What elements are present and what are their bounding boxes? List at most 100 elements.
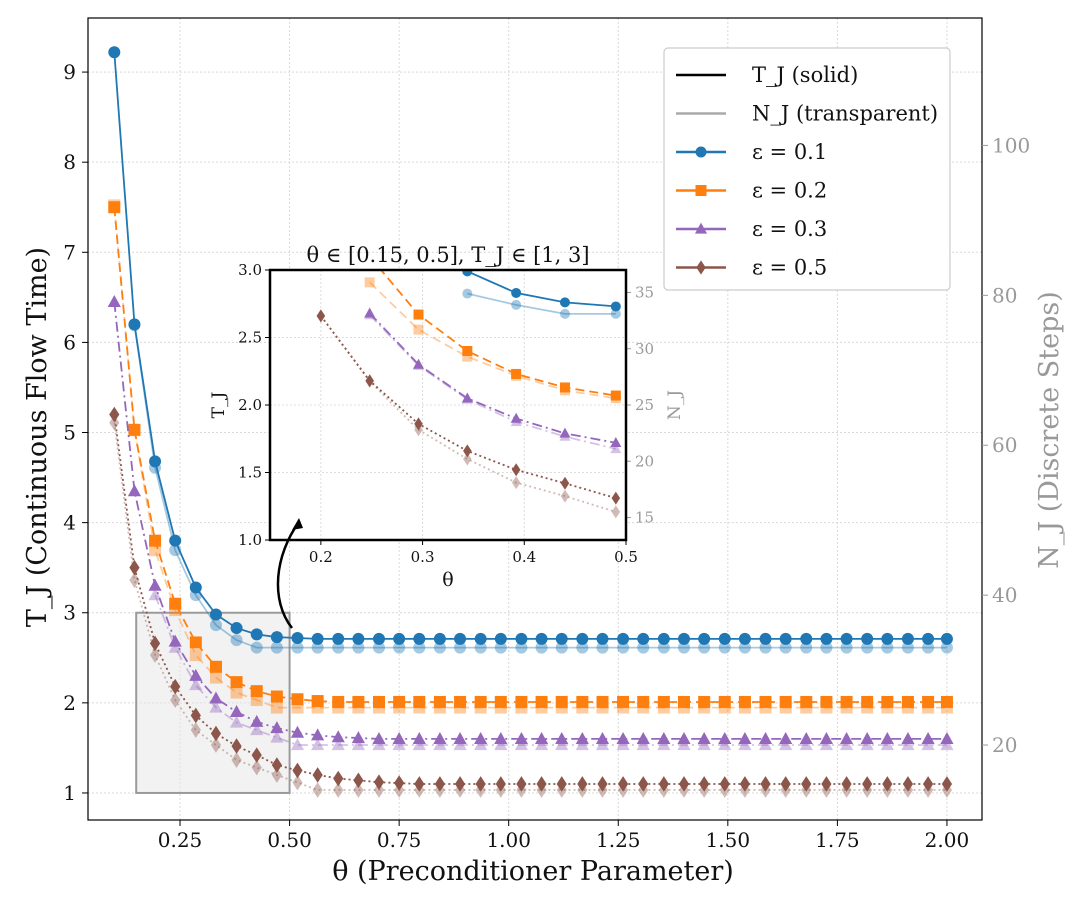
data-point-n <box>657 641 670 654</box>
data-point-t <box>454 695 467 708</box>
inset-y2-tick-label: 15 <box>635 509 654 527</box>
data-point-n <box>718 641 731 654</box>
data-point-t <box>515 695 528 708</box>
data-point-t <box>454 776 466 792</box>
inset-y2-tick-label: 30 <box>635 340 654 358</box>
data-point-n <box>576 641 589 654</box>
inset-point-t <box>365 374 374 388</box>
legend: T_J (solid) N_J (transparent) ε = 0.1 ε = 0… <box>663 47 951 291</box>
data-point-n <box>595 738 610 751</box>
y-tick-label: 3 <box>63 601 76 625</box>
data-point-n <box>616 738 630 751</box>
data-point-t <box>108 46 121 59</box>
data-point-t <box>393 632 406 645</box>
data-point-t <box>901 632 914 645</box>
data-point-t <box>718 731 732 744</box>
data-point-t <box>412 731 426 744</box>
inset-point-t <box>462 346 473 356</box>
inset-point-t <box>611 491 621 505</box>
inset-point-n <box>462 351 473 362</box>
data-point-n <box>312 782 323 798</box>
data-point-t <box>434 776 446 792</box>
data-point-n <box>251 759 262 776</box>
inset-point-t <box>559 297 570 308</box>
data-point-t <box>760 776 771 792</box>
y-tick-label: 9 <box>63 60 76 84</box>
data-point-t <box>820 632 833 645</box>
series-diamond <box>109 406 953 798</box>
data-point-t <box>270 631 283 644</box>
data-point-n <box>474 738 488 751</box>
data-point-t <box>799 731 813 744</box>
data-point-t <box>149 455 162 468</box>
data-point-n <box>230 634 243 647</box>
y-tick-label: 7 <box>63 240 76 264</box>
inset-y-tick-label: 1.0 <box>238 531 262 549</box>
data-point-t <box>474 632 487 645</box>
data-point-n <box>332 641 345 654</box>
data-point-t <box>231 738 242 754</box>
data-point-t <box>677 731 691 744</box>
data-point-n <box>168 640 182 653</box>
data-point-t <box>474 695 487 708</box>
series-square <box>108 199 953 714</box>
data-point-n <box>209 671 222 684</box>
data-point-t <box>576 632 589 645</box>
data-point-t <box>902 776 914 792</box>
data-point-t <box>597 776 608 792</box>
data-point-n <box>209 619 222 632</box>
data-point-n <box>270 641 283 654</box>
data-point-t <box>779 695 792 708</box>
data-point-t <box>940 695 953 708</box>
data-point-n <box>921 738 935 751</box>
data-point-t <box>433 695 446 708</box>
legend-marker <box>696 260 706 275</box>
data-point-n <box>555 738 569 751</box>
data-point-t <box>821 776 832 792</box>
data-point-t <box>494 632 507 645</box>
data-point-t <box>209 660 222 673</box>
data-point-n <box>515 641 528 654</box>
x-tick-label: 1.75 <box>815 828 860 852</box>
inset-title: θ ∈ [0.15, 0.5], T_J ∈ [1, 3] <box>306 243 589 267</box>
data-point-t <box>108 201 121 214</box>
inset-y-tick-label: 3.0 <box>238 261 262 279</box>
data-point-t <box>516 776 527 792</box>
data-point-t <box>189 668 203 681</box>
legend-label: ε = 0.5 <box>752 256 827 280</box>
data-point-t <box>475 776 486 792</box>
inset-point-n <box>610 308 621 319</box>
inset-point-t <box>510 412 522 423</box>
data-point-t <box>230 676 243 689</box>
inset-y2-tick-label: 35 <box>635 284 654 302</box>
x-tick-label: 1.00 <box>486 828 531 852</box>
data-point-n <box>860 738 874 751</box>
data-point-t <box>495 776 506 792</box>
data-point-n <box>718 738 732 751</box>
data-point-t <box>332 632 345 645</box>
data-point-t <box>577 776 588 792</box>
data-point-t <box>189 581 202 594</box>
inset-point-t <box>560 476 570 490</box>
data-point-n <box>758 738 773 751</box>
data-point-n <box>229 715 244 728</box>
data-point-t <box>392 731 406 744</box>
data-point-t <box>556 776 567 792</box>
data-point-t <box>210 725 222 742</box>
data-point-t <box>148 578 162 591</box>
inset-y-tick-label: 2.0 <box>238 396 262 414</box>
data-point-t <box>780 776 791 792</box>
y-tick-label: 4 <box>63 511 76 535</box>
data-point-n <box>454 641 467 654</box>
data-point-t <box>718 695 731 708</box>
inset-point-n <box>462 288 473 299</box>
data-point-n <box>413 641 426 654</box>
data-point-n <box>353 782 364 798</box>
data-point-n <box>393 641 406 654</box>
data-point-t <box>352 632 365 645</box>
data-point-t <box>413 632 426 645</box>
x-axis-label: θ (Preconditioner Parameter) <box>332 856 734 887</box>
data-point-t <box>881 695 894 708</box>
data-point-t <box>820 695 833 708</box>
data-point-t <box>617 632 630 645</box>
